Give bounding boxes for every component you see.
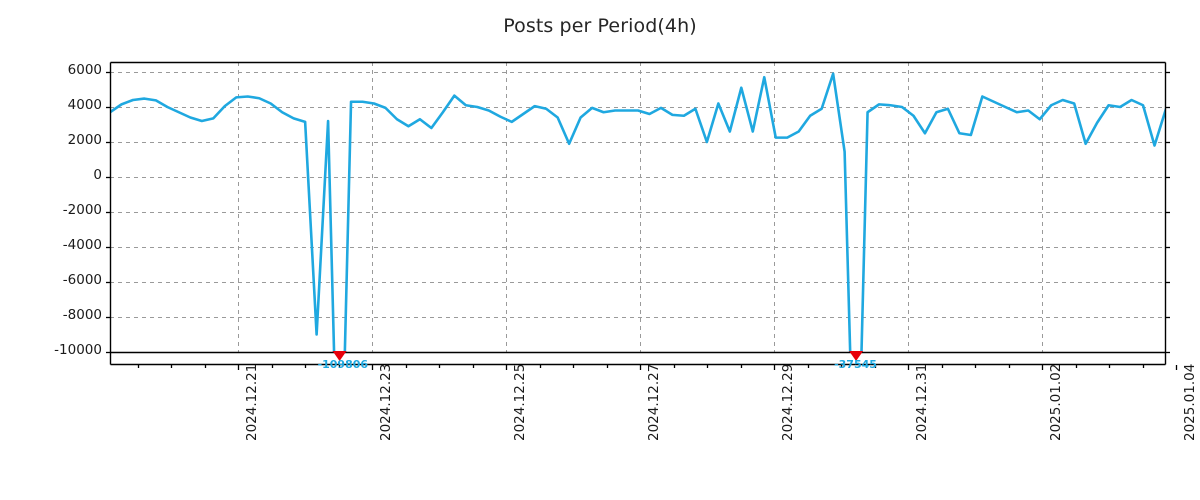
y-axis-tick-label: -8000 bbox=[62, 307, 102, 323]
x-axis-tick-label: 2024.12.21 bbox=[244, 363, 260, 441]
x-axis-tick-label: 2024.12.25 bbox=[512, 363, 528, 441]
y-axis-tick-label: 4000 bbox=[67, 97, 102, 113]
y-axis-tick-label: 2000 bbox=[67, 132, 102, 148]
gridlines-vertical bbox=[238, 62, 1043, 352]
x-axis-tick-label: 2025.01.04 bbox=[1182, 363, 1198, 441]
chart-title: Posts per Period(4h) bbox=[503, 15, 697, 37]
annotation-value-label: -109806 bbox=[317, 358, 369, 371]
x-axis-tick-label: 2024.12.29 bbox=[780, 363, 796, 441]
axes-spines bbox=[109, 61, 1167, 366]
y-axis-tick-label: -6000 bbox=[62, 272, 102, 288]
min-value-marker bbox=[332, 351, 347, 361]
x-axis-tick-label: 2025.01.02 bbox=[1048, 363, 1064, 441]
data-series-line bbox=[110, 72, 1166, 352]
y-axis-ticks bbox=[106, 71, 1170, 354]
min-value-marker bbox=[849, 351, 864, 361]
annotation-value-label: -37545 bbox=[834, 358, 877, 371]
x-axis-ticks bbox=[137, 365, 1178, 370]
x-axis-tick-label: 2024.12.27 bbox=[646, 363, 662, 441]
y-axis-tick-label: -10000 bbox=[54, 342, 102, 358]
y-axis-tick-label: -2000 bbox=[62, 202, 102, 218]
annotation-markers bbox=[332, 351, 864, 361]
y-axis-tick-label: 6000 bbox=[67, 62, 102, 78]
y-axis-tick-label: -4000 bbox=[62, 237, 102, 253]
y-axis-tick-label: 0 bbox=[93, 167, 102, 183]
x-axis-tick-label: 2024.12.23 bbox=[378, 363, 394, 441]
x-axis-tick-label: 2024.12.31 bbox=[914, 363, 930, 441]
